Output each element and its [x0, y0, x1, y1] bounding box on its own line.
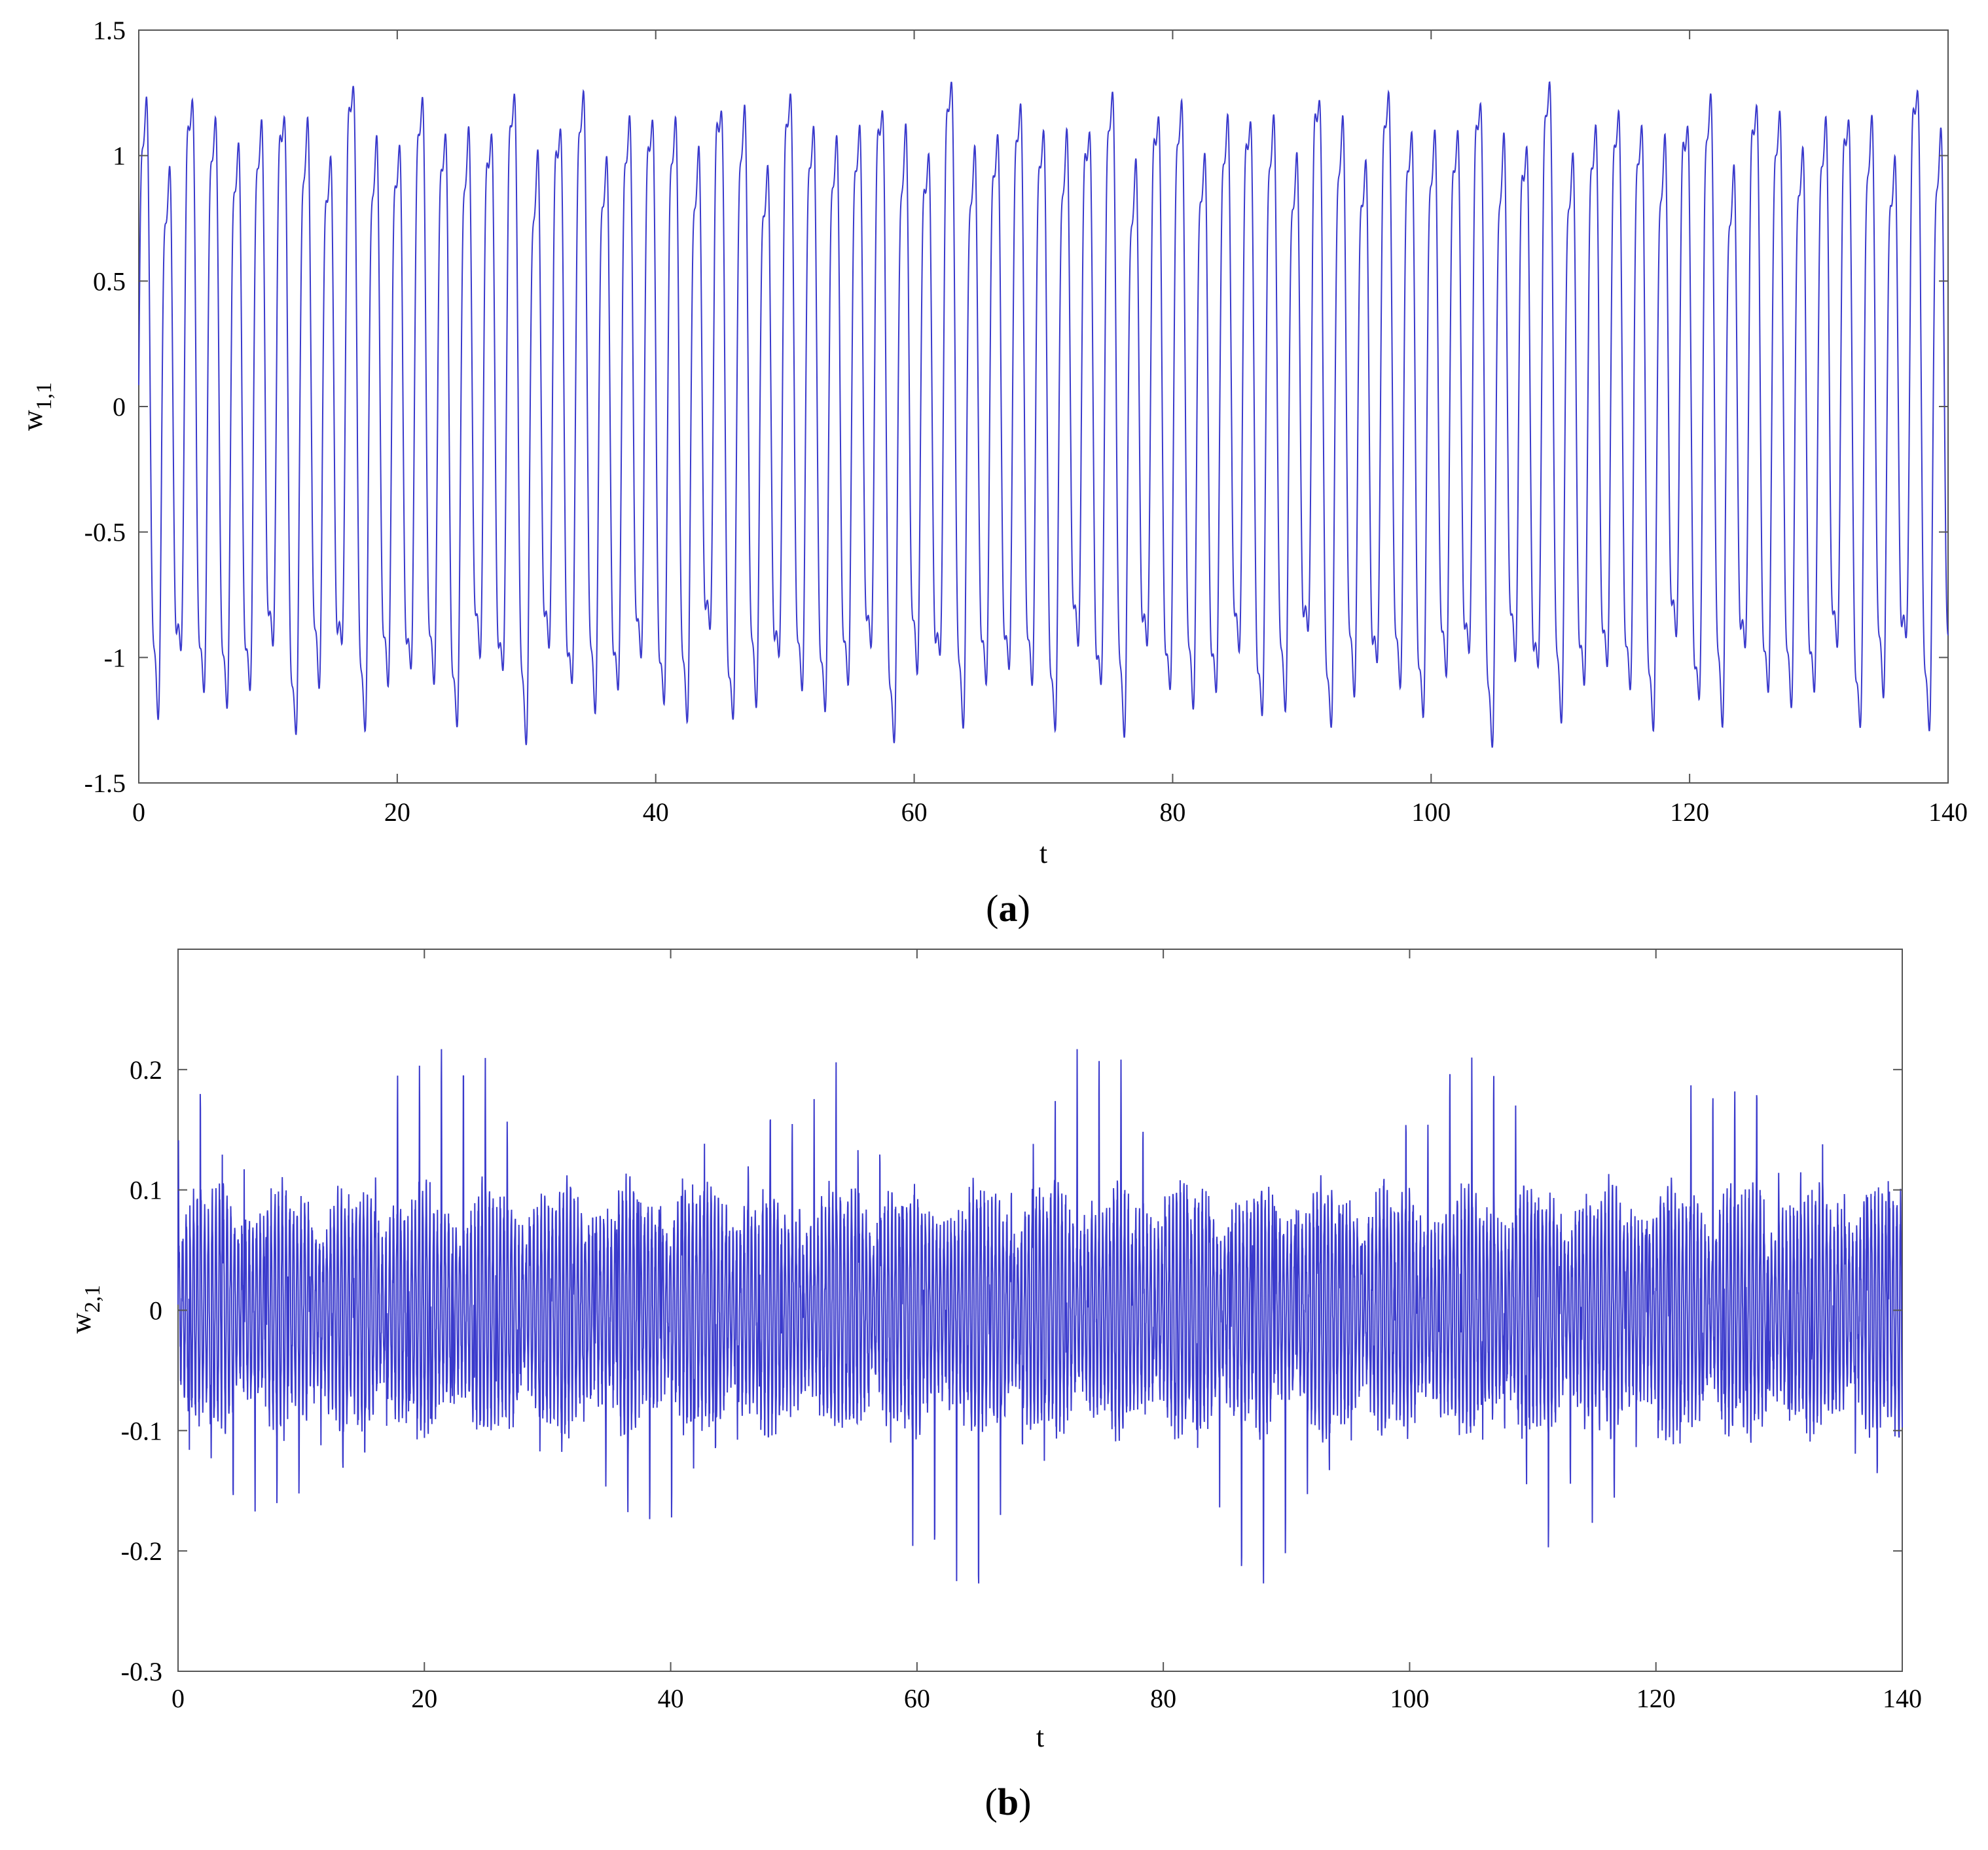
panel-label-b: (b): [985, 1781, 1032, 1823]
x-tick-label: 20: [411, 1684, 437, 1713]
y-axis-label-b: w2,1: [65, 1285, 105, 1333]
y-tick-label: 0: [149, 1296, 162, 1326]
x-tick-label: 40: [643, 797, 669, 827]
x-tick-label: 80: [1150, 1684, 1176, 1713]
x-tick-label: 100: [1390, 1684, 1429, 1713]
panel-label-a: (a): [986, 887, 1030, 930]
series-w21: [177, 1049, 1903, 1584]
x-tick-label: 140: [1928, 797, 1968, 827]
y-axis-label-a-sub: 1,1: [32, 382, 56, 410]
axis-ticks-b: 0 20 40 60 80 100 120 140 -0.3 -0.2 -0.1 0 0.1 0.2: [121, 949, 1922, 1713]
y-tick-label: 1: [113, 141, 126, 171]
x-tick-label: 60: [904, 1684, 930, 1713]
x-tick-label: 80: [1159, 797, 1185, 827]
y-tick-label: -0.3: [121, 1657, 162, 1686]
x-tick-label: 20: [384, 797, 410, 827]
y-axis-label-a-base: w: [16, 410, 48, 431]
y-tick-label: -1.5: [84, 769, 126, 798]
x-tick-label: 0: [172, 1684, 185, 1713]
panel-a: 0 20 40 60 80 100 120 140 -1.5 -1 -0.5 0 0.5 1 1.5 t w…: [16, 16, 1968, 930]
series-line-b: [177, 1049, 1903, 1584]
y-tick-label: -0.5: [84, 518, 126, 547]
x-tick-label: 120: [1636, 1684, 1676, 1713]
series-w11: [138, 81, 1949, 748]
x-tick-label: 140: [1883, 1684, 1922, 1713]
axis-ticks-a: 0 20 40 60 80 100 120 140 -1.5 -1 -0.5 0 0.5 1 1.5: [84, 16, 1968, 827]
y-tick-label: 0.2: [130, 1055, 162, 1085]
panel-b: 0 20 40 60 80 100 120 140-0.3-0.2-0.100.10.2 t …: [65, 949, 1922, 1823]
x-tick-label: 60: [901, 797, 928, 827]
series-line-a: [138, 81, 1949, 748]
y-axis-label-a: w1,1: [16, 382, 56, 431]
x-tick-label: 0: [132, 797, 145, 827]
y-tick-label: -0.2: [121, 1536, 162, 1566]
x-tick-label: 100: [1411, 797, 1451, 827]
plot-area-a: [138, 29, 1949, 784]
y-tick-label: 1.5: [93, 16, 126, 45]
y-tick-label: 0.5: [93, 266, 126, 296]
y-tick-label: 0.1: [130, 1176, 162, 1205]
y-tick-label: 0: [113, 392, 126, 422]
y-tick-label: -0.1: [121, 1416, 162, 1445]
x-axis-label-b: t: [1036, 1721, 1044, 1753]
x-tick-label: 40: [658, 1684, 684, 1713]
y-axis-label-b-base: w: [65, 1313, 97, 1333]
x-tick-label: 120: [1670, 797, 1709, 827]
y-tick-label: -1: [104, 643, 126, 672]
y-axis-label-b-sub: 2,1: [81, 1285, 105, 1313]
x-axis-label-a: t: [1039, 837, 1047, 869]
